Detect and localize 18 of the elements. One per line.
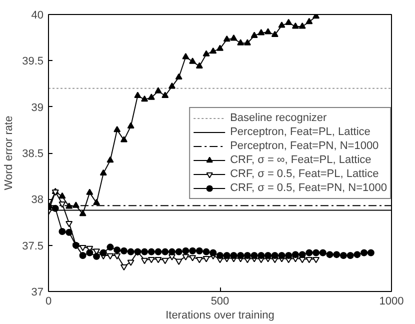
legend-label: CRF, σ = 0.5, Feat=PN, N=1000	[230, 180, 387, 194]
y-tick-label: 39	[31, 102, 44, 114]
x-tick-label: 500	[210, 296, 230, 308]
y-axis-title: Word error rate	[3, 116, 16, 190]
legend-label: Perceptron, Feat=PN, N=1000	[230, 138, 379, 152]
x-axis-title: Iterations over training	[166, 310, 274, 322]
legend-label: CRF, σ = ∞, Feat=PL, Lattice	[230, 152, 372, 166]
y-tick-label: 37.5	[22, 240, 44, 252]
y-tick-label: 37	[31, 286, 44, 298]
x-tick-label: 0	[45, 296, 52, 308]
legend-label: CRF, σ = 0.5, Feat=PL, Lattice	[230, 166, 379, 180]
y-tick-label: 38.5	[22, 148, 44, 160]
legend-label: Perceptron, Feat=PL, Lattice	[230, 124, 370, 138]
y-tick-label: 38	[31, 194, 44, 206]
y-tick-label: 40	[31, 10, 44, 22]
legend-label: Baseline recognizer	[230, 110, 327, 124]
y-tick-label: 39.5	[22, 56, 44, 68]
x-tick-label: 1000	[379, 296, 404, 308]
